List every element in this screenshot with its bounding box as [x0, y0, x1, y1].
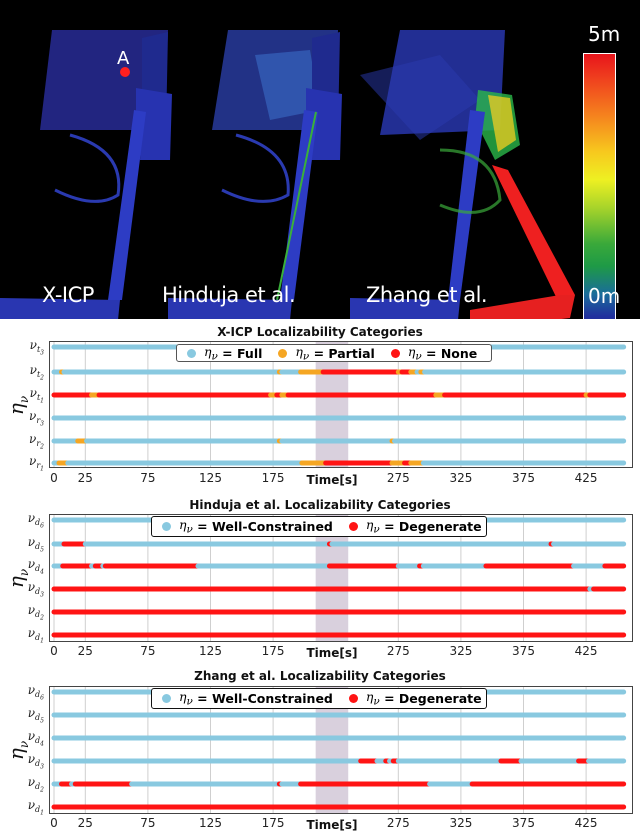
x-tick-label: 425 [574, 471, 598, 485]
x-tick-label: 425 [574, 644, 598, 658]
map-zhang [350, 30, 575, 319]
x-tick-label: 425 [574, 816, 598, 830]
chart-legend: ην = Well-Constrained ην = Degenerate [151, 516, 487, 537]
map-label-hinduja: Hinduja et al. [162, 283, 296, 307]
x-tick-label: 275 [386, 471, 410, 485]
x-tick-label: 25 [77, 644, 93, 658]
x-tick-label: 125 [199, 644, 222, 658]
colorbar-min-label: 0m [588, 284, 621, 308]
colorbar-max-label: 5m [588, 22, 621, 46]
x-tick-label: 325 [449, 471, 473, 485]
legend-deg-label: Degenerate [398, 691, 482, 706]
map-label-xicp: X-ICP [42, 283, 94, 307]
map-label-zhang: Zhang et al. [366, 283, 488, 307]
y-tick-label: νt1 [29, 386, 44, 405]
x-tick-label: 275 [386, 816, 410, 830]
x-tick-label: 275 [386, 644, 410, 658]
map-hinduja [168, 30, 342, 319]
y-tick-label: νd1 [27, 626, 44, 645]
point-a-label: A [117, 48, 130, 69]
x-tick-label: 25 [77, 471, 93, 485]
x-axis-label: Time[s] [306, 646, 358, 660]
y-tick-label: νd3 [27, 580, 44, 599]
y-tick-label: νd4 [27, 557, 44, 576]
legend-item-degenerate: ην = Degenerate [343, 517, 482, 536]
x-tick-label: 75 [140, 471, 156, 485]
y-tick-label: νd2 [27, 603, 44, 622]
y-tick-label: νt2 [29, 363, 44, 382]
chart-title: X-ICP Localizability Categories [217, 325, 423, 339]
y-tick-label: νd2 [27, 775, 44, 794]
x-tick-label: 375 [512, 816, 535, 830]
point-a-marker [120, 67, 130, 77]
x-tick-label: 0 [50, 816, 58, 830]
legend-item-partial: ην = Partial [272, 344, 375, 362]
legend-item-well-constrained: ην = Well-Constrained [156, 517, 333, 536]
x-tick-label: 0 [50, 471, 58, 485]
x-tick-label: 375 [512, 471, 535, 485]
x-tick-label: 125 [199, 471, 222, 485]
y-tick-label: νd1 [27, 798, 44, 817]
x-tick-label: 125 [199, 816, 222, 830]
x-tick-label: 175 [261, 816, 285, 830]
x-tick-label: 75 [140, 644, 156, 658]
legend-deg-label: Degenerate [398, 519, 482, 534]
y-tick-label: νr2 [29, 432, 44, 451]
legend-wc-label: Well-Constrained [212, 691, 333, 706]
y-tick-label: νd3 [27, 752, 44, 771]
chart-title: Hinduja et al. Localizability Categories [189, 498, 451, 512]
legend-item-none: ην = None [385, 344, 478, 362]
chart-title: Zhang et al. Localizability Categories [194, 669, 446, 683]
chart-legend: ην = Well-Constrained ην = Degenerate [151, 688, 487, 709]
legend-wc-label: Well-Constrained [212, 519, 333, 534]
y-tick-label: νr3 [29, 409, 44, 428]
legend-item-full: ην = Full [181, 344, 263, 362]
highlighted-time-window [315, 342, 349, 467]
legend-none-label: None [440, 345, 478, 361]
y-tick-label: νd4 [27, 729, 44, 748]
y-tick-label: νd6 [27, 511, 44, 530]
legend-full-label: Full [237, 345, 263, 361]
x-tick-label: 25 [77, 816, 93, 830]
map-xicp [0, 30, 172, 319]
point-cloud-maps [0, 30, 575, 319]
y-tick-label: νd5 [27, 706, 44, 725]
chart-legend: ην = Full ην = Partial ην = None [176, 344, 493, 362]
x-tick-label: 375 [512, 644, 535, 658]
x-tick-label: 175 [261, 471, 285, 485]
x-tick-label: 325 [449, 644, 473, 658]
y-tick-label: νt3 [29, 338, 44, 357]
x-tick-label: 325 [449, 816, 473, 830]
y-tick-label: νr1 [29, 454, 44, 473]
x-tick-label: 175 [261, 644, 285, 658]
legend-partial-label: Partial [328, 345, 375, 361]
colorbar [583, 53, 616, 319]
x-tick-label: 0 [50, 644, 58, 658]
x-tick-label: 75 [140, 816, 156, 830]
y-tick-label: νd5 [27, 535, 44, 554]
y-tick-label: νd6 [27, 683, 44, 702]
x-axis-label: Time[s] [306, 473, 358, 487]
x-axis-label: Time[s] [306, 818, 358, 832]
legend-item-well-constrained: ην = Well-Constrained [156, 689, 333, 708]
trajectory-error-map-panel: X-ICP Hinduja et al. Zhang et al. A 5m 0… [0, 0, 640, 319]
legend-item-degenerate: ην = Degenerate [343, 689, 482, 708]
